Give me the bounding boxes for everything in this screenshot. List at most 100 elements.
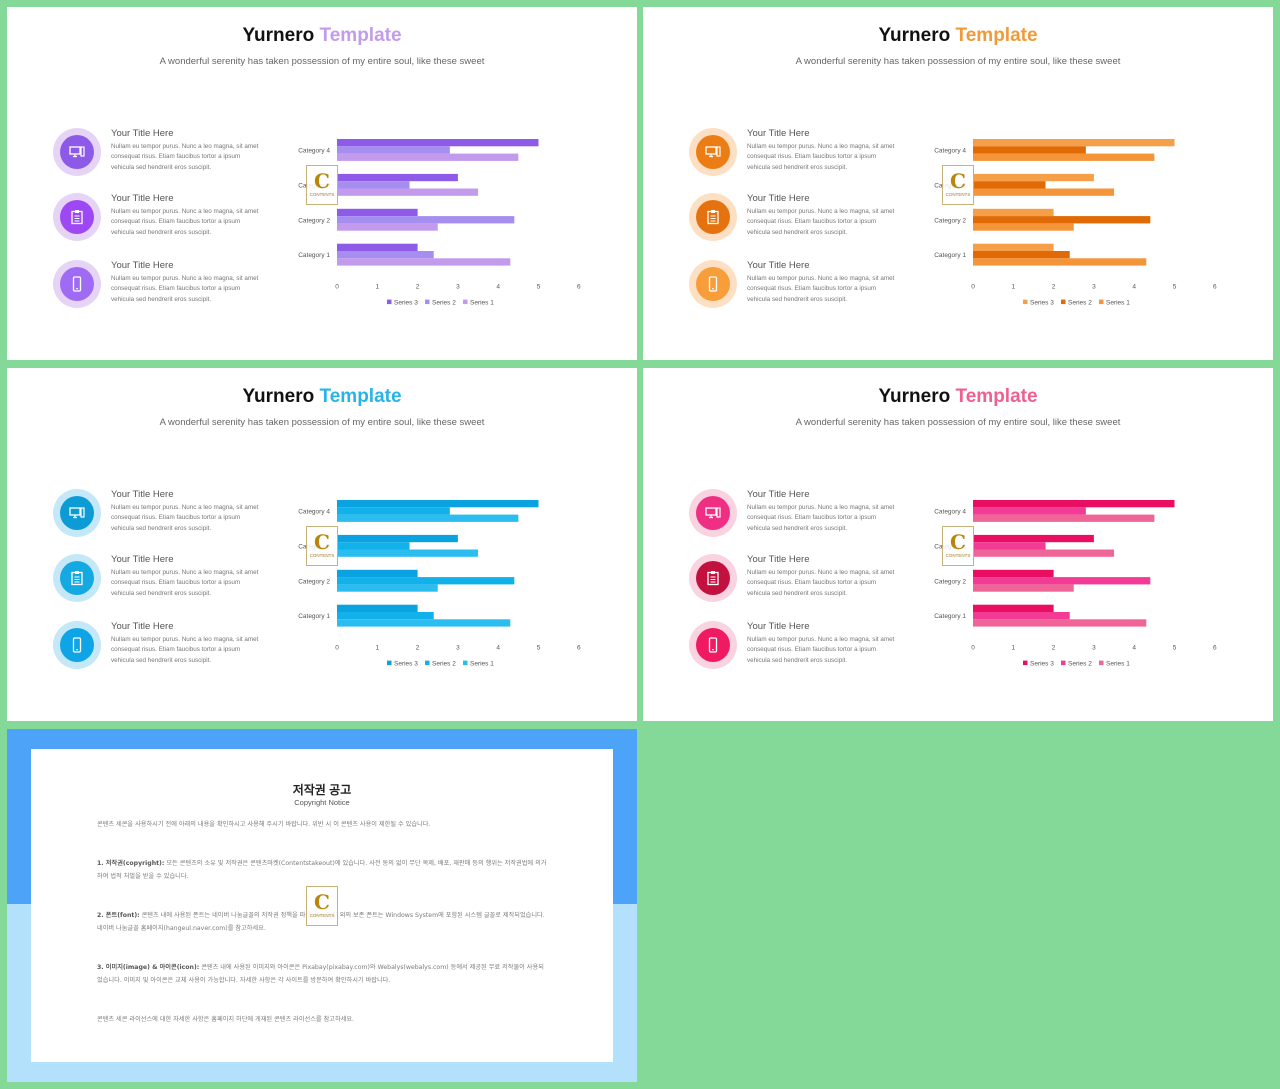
bar	[337, 612, 434, 620]
legend-label: Series 1	[1106, 661, 1130, 668]
clipboard-icon	[696, 200, 730, 234]
icon-circle	[689, 128, 737, 176]
x-tick-label: 1	[1011, 284, 1015, 291]
icon-circle	[689, 621, 737, 669]
bar	[337, 173, 458, 182]
feature-title: Your Title Here	[111, 489, 174, 500]
category-label: Category 2	[934, 578, 966, 585]
clipboard-icon	[60, 200, 94, 234]
x-tick-label: 1	[375, 284, 379, 291]
legend-swatch	[1023, 660, 1028, 666]
bar	[973, 188, 1115, 196]
category-label: Category 2	[298, 217, 330, 224]
feature-item: Your Title Here Nullam eu tempor purus. N…	[689, 489, 909, 549]
notice-paragraph-body: 콘텐츠 세콘을 사용하시기 전에 아래의 내용을 확인하시고 사용해 주시기 바…	[97, 821, 431, 828]
bar	[973, 577, 1151, 585]
slide-subtitle: A wonderful serenity has taken possessio…	[795, 417, 1121, 428]
x-tick-label: 5	[1173, 284, 1177, 291]
title-accent: Template	[319, 25, 402, 46]
bar	[973, 243, 1054, 251]
bar	[337, 208, 418, 217]
x-tick-label: 0	[971, 645, 975, 652]
watermark-text: CONTENTS	[945, 553, 971, 558]
feature-item: Your Title Here Nullam eu tempor purus. N…	[53, 489, 273, 549]
category-label: Category 4	[298, 147, 330, 154]
bar	[973, 584, 1074, 592]
watermark-text: CONTENTS	[309, 192, 335, 197]
bar	[973, 500, 1175, 508]
watermark-logo: C CONTENTS	[306, 165, 338, 205]
bar	[973, 139, 1175, 147]
title-main: Yurnero	[878, 386, 951, 407]
feature-description: Nullam eu tempor purus. Nunc a leo magna…	[747, 208, 895, 236]
watermark-text: CONTENTS	[945, 192, 971, 197]
bar	[337, 258, 511, 266]
slide-copyright-notice: 저작권 공고 Copyright Notice 콘텐츠 세콘을 사용하시기 전에…	[7, 729, 637, 1082]
category-label: Category 4	[934, 147, 966, 154]
x-tick-label: 3	[1092, 284, 1096, 291]
x-tick-label: 4	[496, 284, 500, 291]
feature-title: Your Title Here	[747, 489, 810, 500]
feature-item: Your Title Here Nullam eu tempor purus. N…	[53, 193, 273, 253]
bar	[337, 181, 410, 189]
bar	[973, 251, 1070, 259]
bar	[973, 223, 1074, 231]
x-tick-label: 1	[1011, 645, 1015, 652]
watermark-logo: C CONTENTS	[306, 526, 338, 566]
watermark-text: CONTENTS	[309, 913, 335, 918]
x-tick-label: 6	[577, 284, 581, 291]
bar	[973, 619, 1147, 627]
bar	[973, 173, 1094, 182]
bar	[973, 514, 1155, 522]
category-label: Category 1	[934, 613, 966, 620]
feature-title: Your Title Here	[111, 621, 174, 632]
title-accent: Template	[955, 25, 1038, 46]
watermark-text: CONTENTS	[309, 553, 335, 558]
feature-description: Nullam eu tempor purus. Nunc a leo magna…	[747, 275, 895, 303]
x-tick-label: 6	[1213, 645, 1217, 652]
watermark-letter: C	[314, 169, 330, 193]
bar	[337, 514, 519, 522]
monitor-icon	[60, 496, 94, 530]
category-label: Category 4	[934, 508, 966, 515]
x-tick-label: 5	[537, 284, 541, 291]
bar	[337, 188, 479, 196]
legend-label: Series 2	[432, 661, 456, 668]
legend-label: Series 1	[1106, 300, 1130, 307]
icon-circle	[689, 554, 737, 602]
bar	[973, 542, 1046, 550]
category-label: Category 1	[298, 613, 330, 620]
legend-label: Series 3	[1030, 661, 1054, 668]
legend-swatch	[1023, 299, 1028, 305]
bar	[973, 216, 1151, 224]
legend-label: Series 2	[432, 300, 456, 307]
feature-item: Your Title Here Nullam eu tempor purus. N…	[689, 193, 909, 253]
icon-circle	[53, 489, 101, 537]
slide-subtitle: A wonderful serenity has taken possessio…	[795, 56, 1121, 67]
feature-item: Your Title Here Nullam eu tempor purus. N…	[53, 621, 273, 681]
title-accent: Template	[955, 386, 1038, 407]
feature-description: Nullam eu tempor purus. Nunc a leo magna…	[111, 504, 259, 532]
feature-description: Nullam eu tempor purus. Nunc a leo magna…	[111, 275, 259, 303]
legend-label: Series 1	[470, 300, 494, 307]
notice-paper: 저작권 공고 Copyright Notice 콘텐츠 세콘을 사용하시기 전에…	[31, 749, 613, 1062]
bar	[337, 243, 418, 251]
feature-description: Nullam eu tempor purus. Nunc a leo magna…	[111, 208, 259, 236]
feature-title: Your Title Here	[747, 554, 810, 565]
x-tick-label: 2	[1052, 645, 1056, 652]
legend-swatch	[1061, 660, 1066, 666]
x-tick-label: 6	[1213, 284, 1217, 291]
bar	[337, 584, 438, 592]
x-tick-label: 0	[971, 284, 975, 291]
feature-description: Nullam eu tempor purus. Nunc a leo magna…	[747, 636, 895, 664]
watermark-letter: C	[314, 530, 330, 554]
legend-label: Series 2	[1068, 661, 1092, 668]
x-tick-label: 2	[416, 645, 420, 652]
bar	[973, 208, 1054, 217]
slide-subtitle: A wonderful serenity has taken possessio…	[159, 417, 485, 428]
